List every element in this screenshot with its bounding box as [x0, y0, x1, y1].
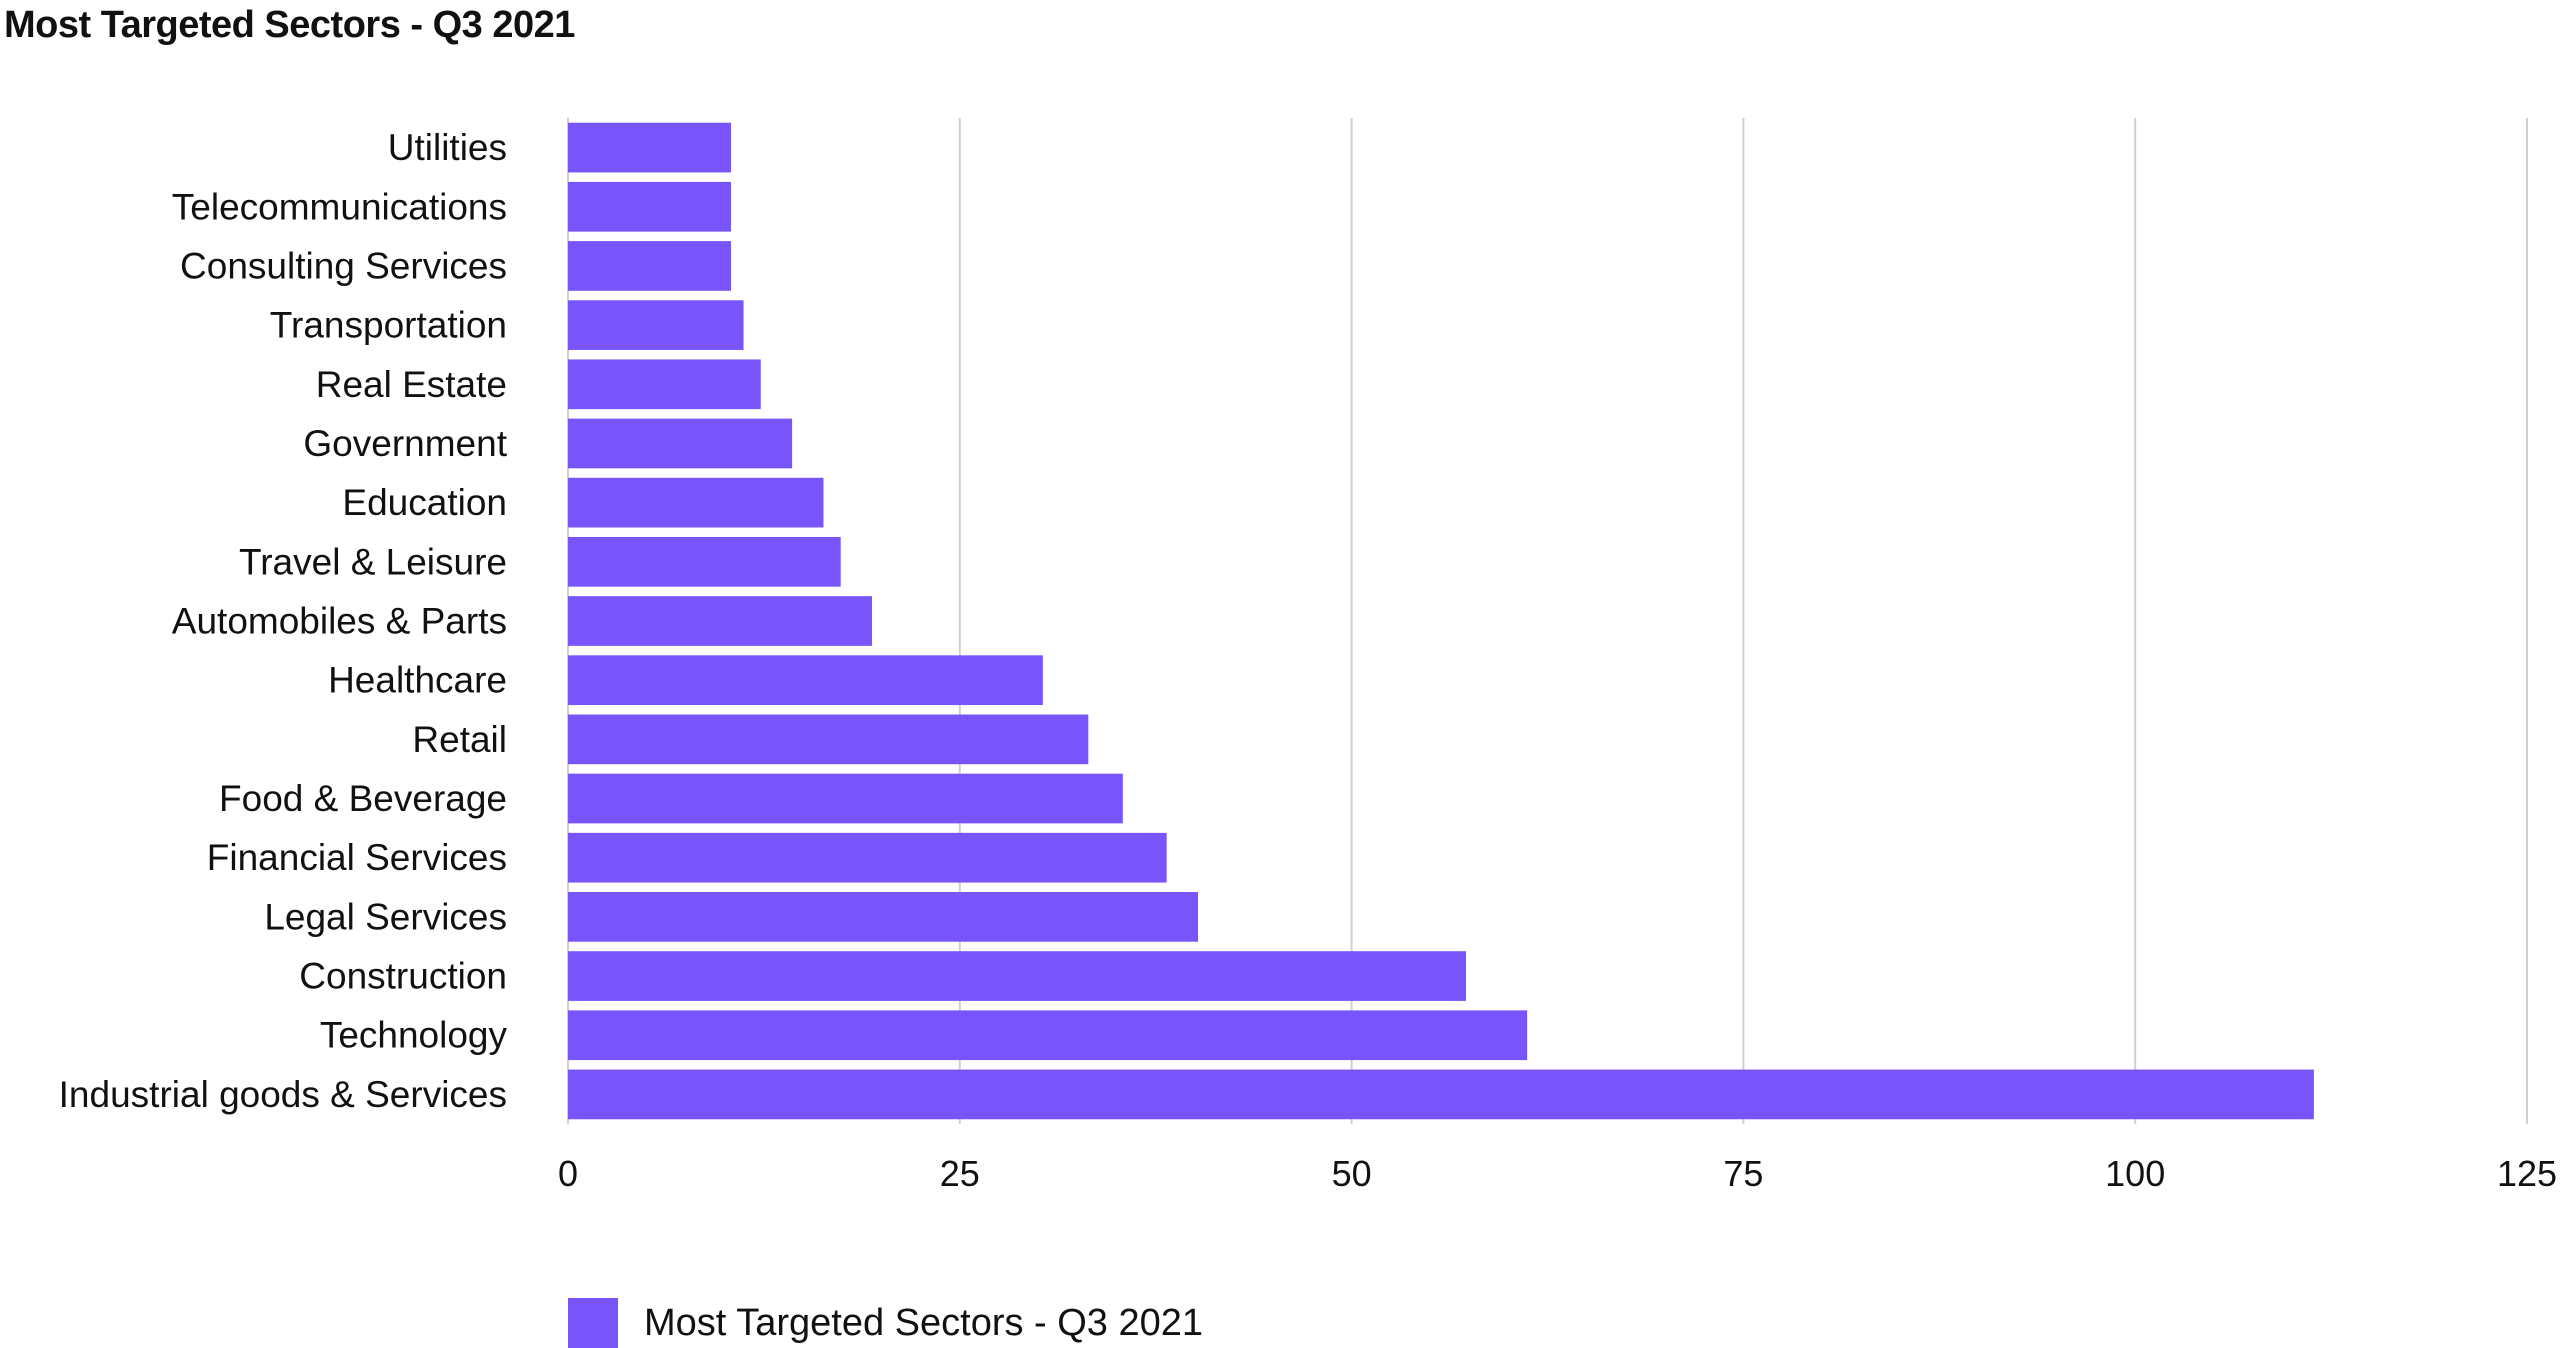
category-label: Education — [342, 482, 507, 523]
category-label: Technology — [320, 1015, 508, 1056]
bar — [568, 300, 744, 350]
bar — [568, 892, 1199, 942]
x-tick-label: 50 — [1332, 1153, 1372, 1194]
category-label: Transportation — [270, 305, 507, 346]
bar — [568, 773, 1123, 824]
x-tick-label: 125 — [2497, 1153, 2557, 1194]
category-label: Legal Services — [264, 896, 507, 937]
legend-swatch — [568, 1298, 618, 1348]
x-tick-labels: 0 25 50 75 100 125 — [558, 1153, 2557, 1194]
x-tick-label: 100 — [2105, 1153, 2165, 1194]
category-label: Government — [303, 423, 507, 464]
category-label: Telecommunications — [172, 186, 507, 227]
bar — [568, 418, 793, 469]
bar — [568, 655, 1043, 706]
bar — [568, 241, 731, 291]
bar — [568, 596, 873, 646]
category-labels: Utilities Telecommunications Consulting Se… — [59, 127, 508, 1115]
bar — [568, 1010, 1528, 1061]
category-label: Retail — [412, 719, 507, 760]
category-label: Food & Beverage — [219, 778, 507, 819]
x-tick-label: 25 — [940, 1153, 980, 1194]
bar — [568, 359, 761, 410]
x-tick-label: 75 — [1723, 1153, 1763, 1194]
bars — [568, 122, 2314, 1120]
category-label: Real Estate — [316, 364, 507, 405]
category-label: Financial Services — [207, 837, 507, 878]
category-label: Travel & Leisure — [239, 541, 507, 582]
category-label: Consulting Services — [180, 245, 507, 286]
category-label: Healthcare — [328, 660, 507, 701]
category-label: Automobiles & Parts — [172, 601, 507, 642]
category-label: Construction — [299, 956, 507, 997]
legend: Most Targeted Sectors - Q3 2021 — [568, 1298, 1203, 1348]
legend-label: Most Targeted Sectors - Q3 2021 — [644, 1301, 1204, 1344]
bar — [568, 714, 1089, 765]
category-label: Industrial goods & Services — [59, 1074, 507, 1115]
category-label: Utilities — [388, 127, 507, 168]
bar — [568, 122, 731, 173]
x-tick-label: 0 — [558, 1153, 578, 1194]
bar — [568, 181, 731, 232]
chart-title: Most Targeted Sectors - Q3 2021 — [4, 4, 575, 46]
bar — [568, 477, 824, 528]
bar — [568, 1069, 2314, 1120]
bar — [568, 951, 1467, 1001]
bar — [568, 832, 1167, 883]
bar — [568, 536, 841, 587]
